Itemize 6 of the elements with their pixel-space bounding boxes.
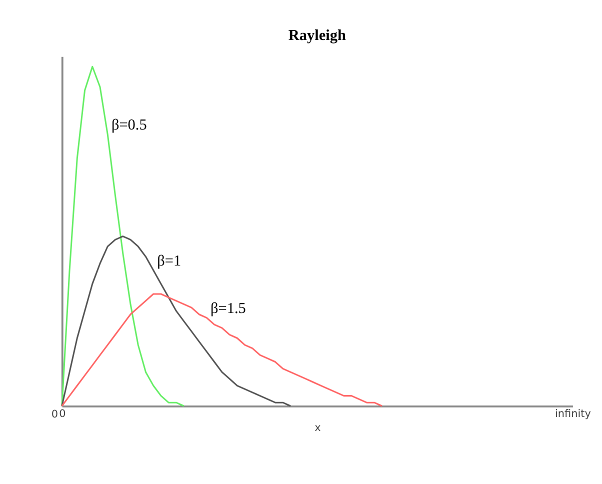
series-label: β=1.5	[210, 300, 246, 317]
x-axis-title: x	[314, 422, 321, 434]
series-label: β=1	[157, 252, 182, 270]
x-tick-label: infinity	[554, 408, 591, 420]
series-label: β=0.5	[111, 116, 148, 134]
chart-title: Rayleigh	[288, 27, 346, 44]
